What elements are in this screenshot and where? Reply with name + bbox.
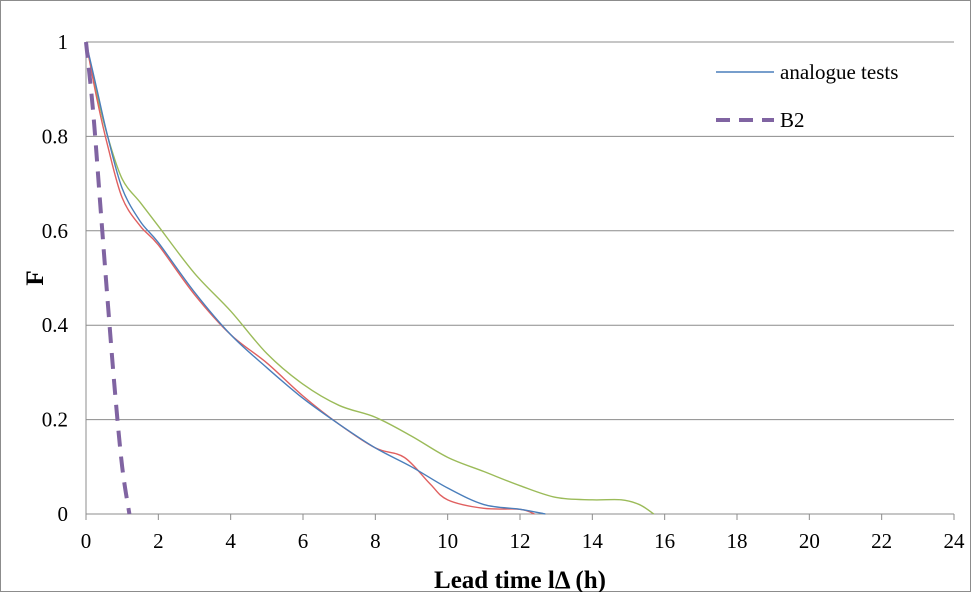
x-axis-title: Lead time lΔ (h): [434, 567, 606, 592]
y-tick-label: 0.8: [42, 124, 68, 148]
series-line-red: [85, 41, 535, 515]
x-tick-label: 0: [81, 529, 92, 553]
y-tick-label: 0.4: [42, 313, 69, 337]
y-tick-label: 1: [58, 30, 69, 54]
x-tick-label: 20: [799, 529, 820, 553]
x-tick-label: 2: [153, 529, 164, 553]
y-tick-label: 0.6: [42, 219, 68, 243]
series-line-analogue-tests: [85, 41, 546, 515]
x-tick-label: 14: [582, 529, 604, 553]
series-line-green: [85, 41, 655, 515]
legend: analogue tests B2: [716, 60, 898, 132]
x-tick-label: 16: [654, 529, 675, 553]
series-line-b2: [84, 41, 132, 515]
x-tick-label: 22: [871, 529, 892, 553]
x-tick-label: 6: [298, 529, 309, 553]
series-lines: [84, 41, 655, 515]
x-tick-label: 18: [727, 529, 748, 553]
legend-label-b2: B2: [780, 108, 805, 132]
y-tick-label: 0.2: [42, 408, 68, 432]
x-tick-label: 12: [510, 529, 531, 553]
x-tick-label: 24: [944, 529, 966, 553]
y-tick-label: 0: [58, 502, 69, 526]
gridlines: [86, 41, 954, 421]
x-tick-label: 10: [437, 529, 458, 553]
tick-labels: 00.20.40.60.810 2 4 6 8 10 12 14 16 18 20 22 24: [42, 30, 965, 553]
axes: [85, 42, 955, 520]
x-tick-label: 8: [370, 529, 381, 553]
x-tick-label: 4: [225, 529, 236, 553]
y-axis-title: F: [22, 270, 49, 285]
legend-label-analogue-tests: analogue tests: [780, 60, 898, 84]
